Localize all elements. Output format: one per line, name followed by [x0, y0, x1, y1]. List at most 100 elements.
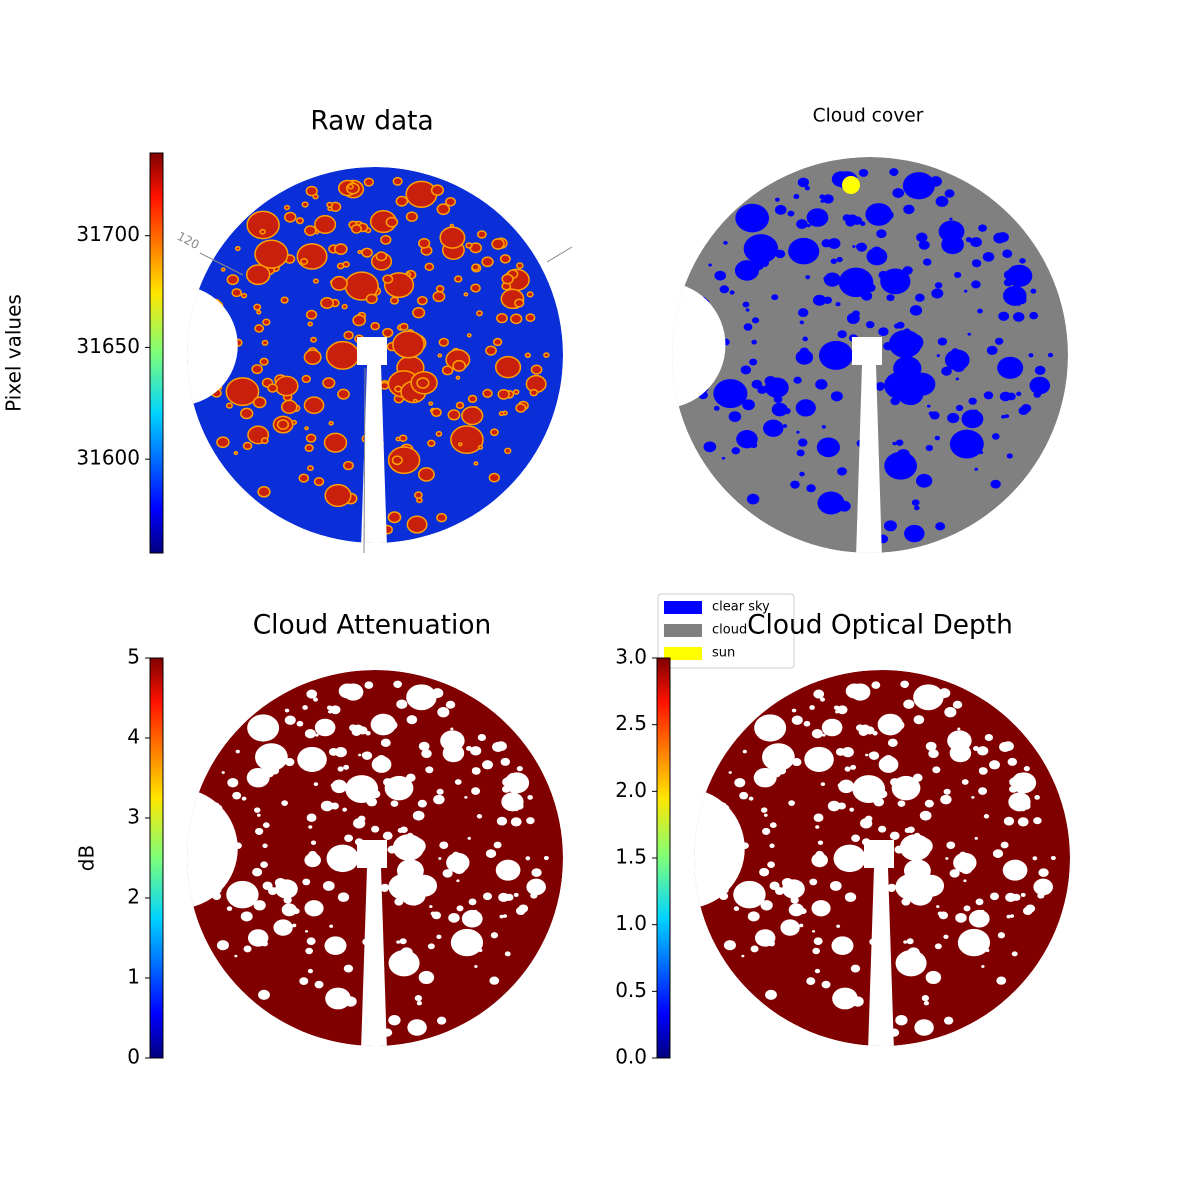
cloud-hole: [406, 775, 411, 779]
cloud-hole: [1033, 391, 1042, 398]
cloud-hole: [494, 355, 522, 379]
cloud-hole: [526, 291, 534, 298]
cloud-hole: [971, 280, 981, 289]
cloud-hole: [1022, 906, 1033, 916]
cloud-hole: [416, 295, 428, 306]
cloud-hole: [804, 185, 811, 191]
cloud-hole: [955, 404, 964, 412]
cloud-hole: [468, 898, 477, 906]
cloud-hole: [454, 779, 462, 785]
cloud-hole: [708, 263, 712, 267]
cloud-hole: [253, 900, 266, 911]
cloud-hole: [735, 203, 770, 233]
cloud-hole: [261, 941, 268, 947]
panel-title: Raw data: [310, 106, 433, 137]
cloud-hole: [884, 451, 917, 480]
cloud-hole: [850, 764, 857, 770]
cloud-hole: [324, 936, 347, 956]
cloud-hole: [427, 439, 436, 447]
cloud-hole: [745, 308, 750, 312]
cloud-hole: [941, 366, 952, 376]
cloud-hole: [881, 210, 894, 221]
cloud-hole: [723, 240, 728, 245]
cloud-hole: [833, 705, 840, 711]
cloud-hole: [427, 943, 435, 950]
cloud-hole: [341, 303, 348, 310]
mask: [187, 788, 238, 909]
cloud-hole: [330, 705, 341, 715]
cloud-hole: [281, 800, 288, 806]
y-tick-label: 1.5: [615, 845, 647, 869]
cloud-hole: [313, 697, 319, 702]
cloud-hole: [445, 700, 456, 709]
cloud-hole: [352, 314, 367, 327]
cloud-hole: [852, 245, 856, 248]
cloud-hole: [296, 243, 328, 270]
cloud-hole: [262, 318, 271, 326]
cloud-hole: [929, 411, 940, 420]
cloud-hole: [342, 261, 350, 268]
cloud-hole: [307, 465, 314, 472]
sun: [842, 176, 860, 194]
cloud-hole: [447, 409, 461, 421]
cloud-hole: [883, 754, 894, 764]
cloud-hole: [865, 753, 869, 757]
cloud-hole: [496, 313, 508, 324]
cloud-hole: [1034, 795, 1040, 800]
cloud-hole: [391, 455, 403, 466]
cloud-hole: [815, 379, 828, 390]
cloud-hole: [510, 313, 523, 325]
cloud-hole: [821, 980, 831, 989]
cloud-hole: [470, 746, 482, 756]
cloud-hole: [470, 283, 481, 293]
cloud-hole: [813, 689, 825, 699]
cloud-hole: [388, 1014, 401, 1026]
mask: [868, 868, 894, 1046]
cloud-hole: [388, 949, 420, 977]
cloud-hole: [836, 256, 843, 263]
cloud-hole: [450, 928, 484, 957]
cloud-hole: [370, 321, 380, 331]
cloud-hole: [281, 903, 297, 917]
cloud-hole: [380, 234, 392, 245]
cloud-hole: [492, 741, 505, 753]
cloud-hole: [938, 220, 965, 243]
cloud-hole: [482, 760, 493, 770]
cloud-hole: [343, 330, 354, 340]
cloud-hole: [435, 285, 445, 293]
cloud-hole: [406, 715, 418, 725]
panel: Cloud Optical Depth 0.0 0.5 1.0 1.5 2.0 2.5 3.0: [615, 610, 1070, 1069]
cloud-hole: [345, 775, 379, 804]
cloud-hole: [226, 906, 233, 911]
cloud-hole: [944, 189, 955, 198]
colorbar: [656, 657, 671, 1059]
cloud-hole: [467, 836, 471, 840]
cloud-hole: [838, 779, 855, 794]
cloud-hole: [436, 203, 451, 216]
cloud-hole: [485, 849, 497, 858]
cloud-hole: [934, 282, 943, 289]
cloud-hole: [398, 434, 408, 442]
cloud-hole: [871, 246, 883, 256]
cloud-hole: [304, 225, 317, 237]
cloud-hole: [799, 320, 804, 325]
cloud-hole: [943, 1016, 954, 1025]
cloud-hole: [458, 442, 463, 447]
cloud-hole: [767, 732, 773, 737]
cloud-hole: [295, 217, 304, 225]
cloud-hole: [322, 377, 336, 389]
cloud-hole: [982, 251, 995, 262]
cloud-hole: [992, 849, 1004, 858]
cloud-hole: [799, 471, 805, 477]
cloud-hole: [1030, 288, 1037, 294]
cloud-hole: [945, 857, 949, 860]
legend-label: cloud: [712, 623, 747, 638]
cloud-hole: [759, 867, 770, 877]
cloud-hole: [949, 869, 960, 878]
mask: [187, 670, 253, 708]
cloud-hole: [731, 447, 741, 455]
cloud-hole: [454, 275, 463, 283]
cloud-hole: [297, 746, 327, 772]
cloud-hole: [734, 260, 760, 281]
cloud-hole: [877, 713, 904, 736]
